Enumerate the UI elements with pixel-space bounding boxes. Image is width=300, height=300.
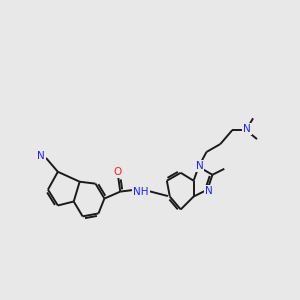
- Text: O: O: [113, 167, 122, 177]
- Text: N: N: [37, 151, 45, 161]
- Text: N: N: [205, 186, 212, 196]
- Text: NH: NH: [133, 187, 149, 196]
- Text: N: N: [196, 161, 203, 171]
- Text: N: N: [243, 124, 251, 134]
